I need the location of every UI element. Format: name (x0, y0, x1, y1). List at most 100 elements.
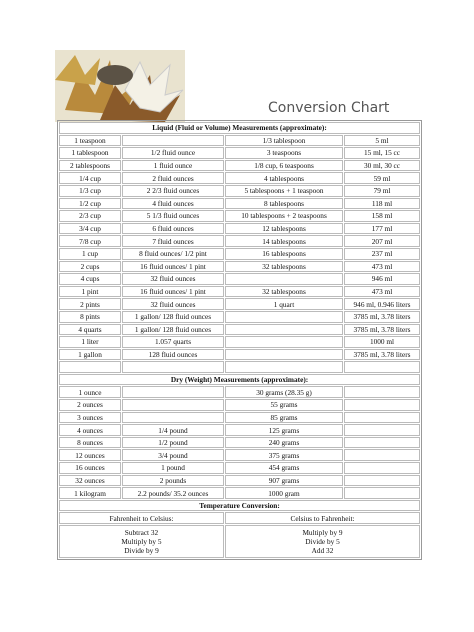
table-row: 1 cup 8 fluid ounces/ 1/2 pint 16 tablespo… (59, 247, 421, 260)
table-cell: 16 fluid ounces/ 1 pint (122, 285, 224, 298)
table-cell (225, 273, 343, 285)
table-cell: 32 fluid ounces (122, 273, 224, 285)
table-row (59, 361, 421, 373)
step: Divide by 5 (305, 537, 340, 546)
table-cell: 5 tablespoons + 1 teaspoon (225, 184, 343, 197)
table-cell (225, 336, 343, 348)
table-row: 8 ounces 1/2 pound 240 grams (59, 436, 421, 449)
table-row: 1 pint 16 fluid ounces/ 1 pint 32 tablespo… (59, 285, 421, 298)
table-cell (225, 310, 343, 323)
table-cell: 4 ounces (59, 424, 121, 436)
table-row: 32 ounces 2 pounds 907 grams (59, 474, 421, 487)
table-row: 1/3 cup 2 2/3 fluid ounces 5 tablespoons +… (59, 184, 421, 197)
table-cell (225, 348, 343, 361)
table-cell: 1/4 cup (59, 172, 121, 184)
table-cell: 1/2 cup (59, 197, 121, 210)
table-cell: 158 ml (344, 210, 421, 222)
step: Multiply by 5 (121, 537, 162, 546)
table-cell: 4 cups (59, 273, 121, 285)
table-cell: 2 fluid ounces (122, 172, 224, 184)
table-cell (225, 323, 343, 336)
table-cell (59, 361, 121, 373)
table-cell: Fahrenheit to Celsius: (59, 512, 224, 524)
table-cell: 1/3 tablespoon (225, 134, 343, 147)
table-row: 7/8 cup 7 fluid ounces 14 tablespoons 207 m… (59, 235, 421, 247)
conversion-table: Liquid (Fluid or Volume) Measurements (a… (57, 120, 423, 560)
table-cell: 473 ml (344, 285, 421, 298)
table-cell: 1000 gram (225, 487, 343, 499)
table-cell (344, 386, 421, 399)
table-cell (122, 386, 224, 399)
table-cell: 2.2 pounds/ 35.2 ounces (122, 487, 224, 499)
table-cell (122, 134, 224, 147)
table-row: 1/4 cup 2 fluid ounces 4 tablespoons 59 ml (59, 172, 421, 184)
table-cell: 1/2 pound (122, 436, 224, 449)
table-cell: 15 ml, 15 cc (344, 147, 421, 159)
table-cell: 1 liter (59, 336, 121, 348)
table-row: 2 pints 32 fluid ounces 1 quart 946 ml, 0.9… (59, 298, 421, 310)
table-cell: 7 fluid ounces (122, 235, 224, 247)
table-row: 12 ounces 3/4 pound 375 grams (59, 449, 421, 462)
table-row: Dry (Weight) Measurements (approximate): (59, 373, 421, 386)
table-cell: 3 ounces (59, 411, 121, 424)
table-cell: 4 quarts (59, 323, 121, 336)
table-cell: 1 quart (225, 298, 343, 310)
table-cell: Multiply by 9 Divide by 5 Add 32 (225, 525, 421, 558)
table-cell: 5 1/3 fluid ounces (122, 210, 224, 222)
table-row: Temperature Conversion: (59, 499, 421, 512)
table-cell: 1 pint (59, 285, 121, 298)
table-row: 1 liter 1.057 quarts 1000 ml (59, 336, 421, 348)
table-cell: 2 2/3 fluid ounces (122, 184, 224, 197)
table-cell: 125 grams (225, 424, 343, 436)
table-row: 4 ounces 1/4 pound 125 grams (59, 424, 421, 436)
table-row: 2/3 cup 5 1/3 fluid ounces 10 tablespoons … (59, 210, 421, 222)
leaves-image (55, 50, 185, 122)
table-cell: 16 fluid ounces/ 1 pint (122, 260, 224, 273)
table-cell (344, 436, 421, 449)
table-cell: 32 tablespoons (225, 285, 343, 298)
table-row: 3 ounces 85 grams (59, 411, 421, 424)
table-cell: 1/3 cup (59, 184, 121, 197)
table-row: Liquid (Fluid or Volume) Measurements (a… (59, 122, 421, 134)
table-cell (344, 449, 421, 462)
table-row: 4 quarts 1 gallon/ 128 fluid ounces 3785 m… (59, 323, 421, 336)
table-cell (344, 474, 421, 487)
step: Divide by 9 (124, 546, 159, 555)
table-cell (344, 411, 421, 424)
table-row: 1 tablespoon 1/2 fluid ounce 3 teaspoons 15… (59, 147, 421, 159)
step: Subtract 32 (124, 528, 159, 537)
table-cell: 8 ounces (59, 436, 121, 449)
table-cell: 240 grams (225, 436, 343, 449)
table-row: 2 ounces 55 grams (59, 399, 421, 411)
table-cell: Dry (Weight) Measurements (approximate): (59, 373, 421, 386)
table-row: 1/2 cup 4 fluid ounces 8 tablespoons 118 ml (59, 197, 421, 210)
table-cell: 1 cup (59, 247, 121, 260)
table-row: 16 ounces 1 pound 454 grams (59, 462, 421, 474)
table-cell: 1 gallon/ 128 fluid ounces (122, 310, 224, 323)
table-cell: 3/4 cup (59, 222, 121, 235)
table-cell: 1 pound (122, 462, 224, 474)
table-cell: 8 tablespoons (225, 197, 343, 210)
table-cell: 59 ml (344, 172, 421, 184)
table-cell: 79 ml (344, 184, 421, 197)
table-row: 1 teaspoon 1/3 tablespoon 5 ml (59, 134, 421, 147)
table-cell (122, 399, 224, 411)
table-cell: 1 gallon/ 128 fluid ounces (122, 323, 224, 336)
table-cell: 2/3 cup (59, 210, 121, 222)
table-cell: 454 grams (225, 462, 343, 474)
table-cell: Subtract 32 Multiply by 5 Divide by 9 (59, 525, 224, 558)
table-cell: 1/2 fluid ounce (122, 147, 224, 159)
table-cell: 16 ounces (59, 462, 121, 474)
table-row: 8 pints 1 gallon/ 128 fluid ounces 3785 ml… (59, 310, 421, 323)
table-cell: 946 ml (344, 273, 421, 285)
table-cell: 7/8 cup (59, 235, 121, 247)
table-cell: 12 tablespoons (225, 222, 343, 235)
table-cell: 2 cups (59, 260, 121, 273)
table-cell: 907 grams (225, 474, 343, 487)
table-row: 1 ounce 30 grams (28.35 g) (59, 386, 421, 399)
table-cell: 3 teaspoons (225, 147, 343, 159)
table-cell: 1000 ml (344, 336, 421, 348)
table-cell: 85 grams (225, 411, 343, 424)
table-cell: 16 tablespoons (225, 247, 343, 260)
